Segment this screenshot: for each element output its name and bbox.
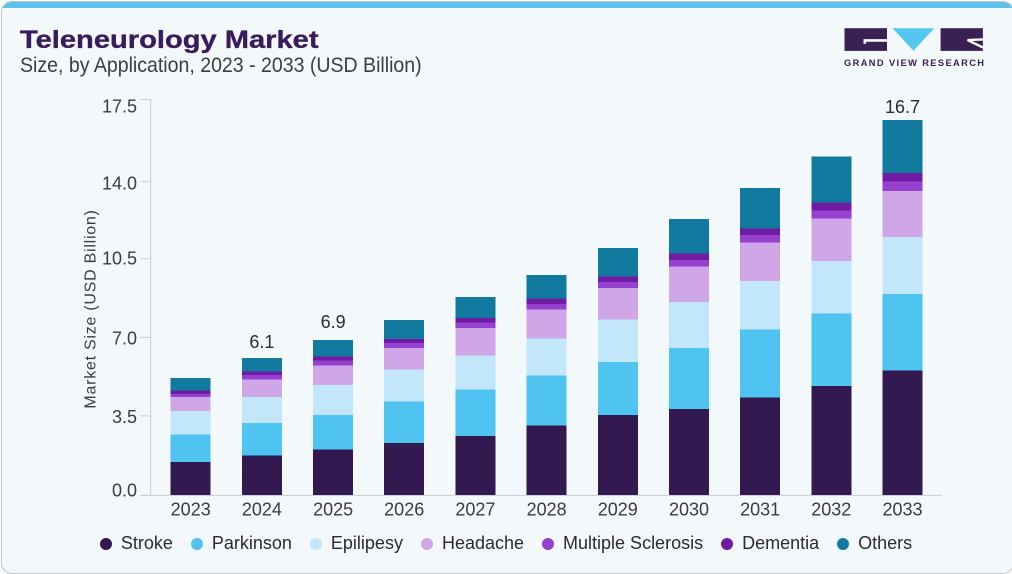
svg-text:2025: 2025 [313,499,353,519]
svg-text:17.5: 17.5 [102,96,137,116]
svg-text:2029: 2029 [598,499,638,519]
svg-text:2024: 2024 [242,499,282,519]
svg-text:2032: 2032 [811,499,851,519]
svg-text:6.1: 6.1 [249,332,274,352]
svg-text:7.0: 7.0 [112,329,137,349]
svg-text:2030: 2030 [669,499,709,519]
svg-text:Market Size (USD Billion): Market Size (USD Billion) [83,209,100,408]
svg-text:2033: 2033 [882,499,922,519]
svg-text:2031: 2031 [740,499,780,519]
svg-text:14.0: 14.0 [102,173,137,193]
svg-text:2027: 2027 [455,499,495,519]
svg-text:6.9: 6.9 [321,312,346,332]
svg-text:16.7: 16.7 [885,97,920,117]
svg-text:2023: 2023 [171,499,211,519]
svg-text:2028: 2028 [527,499,567,519]
svg-text:3.5: 3.5 [112,407,137,427]
svg-text:10.5: 10.5 [102,249,137,269]
svg-text:0.0: 0.0 [112,480,137,500]
svg-text:2026: 2026 [384,499,424,519]
svg-text:GRAND VIEW RESEARCH: GRAND VIEW RESEARCH [844,58,985,68]
